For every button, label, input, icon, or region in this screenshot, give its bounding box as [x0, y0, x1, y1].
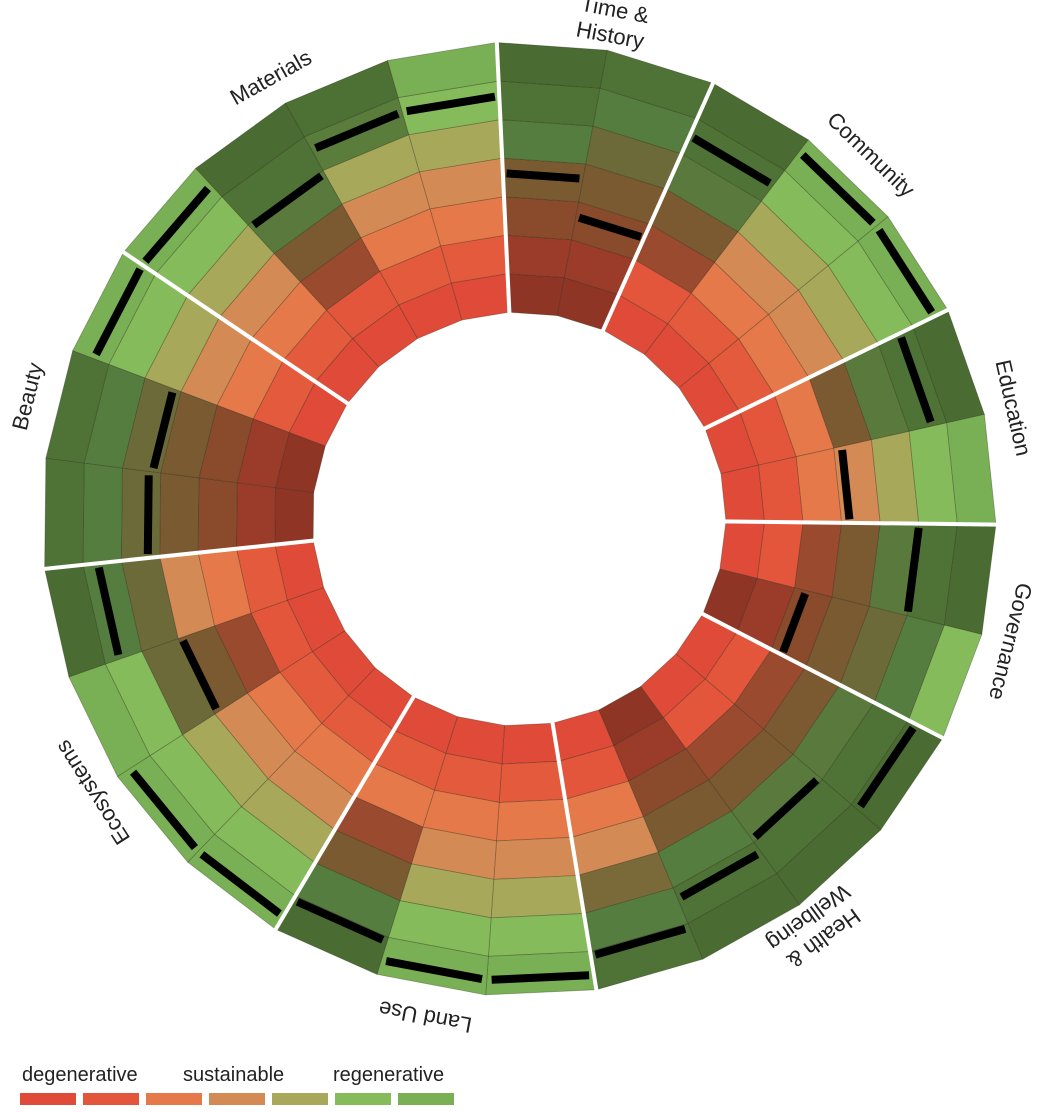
- ring-cell: [498, 760, 566, 803]
- legend-label-regenerative: regenerative: [333, 1064, 445, 1086]
- legend-swatch: [20, 1093, 76, 1105]
- ring-cell: [82, 462, 123, 566]
- level-marker: [506, 169, 580, 183]
- category-label: Education: [990, 357, 1036, 458]
- ring-cell: [505, 234, 573, 279]
- level-marker: [92, 267, 144, 357]
- ring-cell: [720, 464, 765, 523]
- level-marker: [691, 134, 772, 187]
- category-dividers: [32, 30, 1008, 1002]
- level-marker: [199, 851, 282, 917]
- legend: degenerative sustainable regenerative: [20, 1064, 460, 1106]
- ring-cell: [496, 42, 608, 89]
- category-label: Beauty: [7, 360, 48, 433]
- level-marker: [897, 336, 935, 424]
- level-marker: [779, 592, 809, 654]
- level-marker: [838, 449, 854, 520]
- legend-swatch: [335, 1093, 391, 1105]
- category-divider: [494, 30, 512, 319]
- legend-label-sustainable: sustainable: [183, 1064, 285, 1086]
- ring-cell: [499, 119, 594, 165]
- legend-swatch: [398, 1093, 454, 1105]
- legend-swatch: [146, 1093, 202, 1105]
- ring-cell: [236, 482, 276, 550]
- level-markers: [92, 92, 936, 984]
- ring-cell: [719, 521, 766, 579]
- level-marker: [594, 925, 687, 959]
- ring-cell: [493, 837, 579, 880]
- category-divider: [32, 538, 320, 573]
- category-label: Time &History: [574, 0, 651, 54]
- legend-swatch: [209, 1093, 265, 1105]
- level-marker: [385, 957, 483, 984]
- level-marker: [406, 92, 496, 116]
- level-marker: [577, 213, 643, 241]
- legend-swatch: [83, 1093, 139, 1105]
- category-divider: [719, 519, 1008, 527]
- legend-label-degenerative: degenerative: [22, 1064, 138, 1086]
- level-marker: [142, 185, 211, 264]
- category-label: Governance: [984, 580, 1037, 702]
- ring-cell: [501, 722, 560, 765]
- level-marker: [857, 725, 917, 809]
- ring-cell: [487, 913, 591, 957]
- ring-cell: [490, 875, 585, 919]
- level-marker: [491, 971, 590, 984]
- category-divider: [549, 717, 601, 1002]
- ring-cell: [507, 273, 565, 317]
- category-label: Land Use: [377, 996, 474, 1038]
- ring-cell: [503, 196, 580, 241]
- ring-cell: [758, 456, 804, 523]
- ring-cell: [197, 477, 238, 554]
- category-divider: [696, 609, 955, 746]
- level-marker: [752, 777, 820, 840]
- level-marker: [251, 172, 324, 229]
- level-marker: [314, 109, 400, 152]
- level-marker: [875, 228, 936, 315]
- ring-cell: [498, 80, 601, 127]
- ring-cell: [44, 457, 85, 570]
- ring-cell: [496, 798, 572, 842]
- ring-cell: [274, 487, 315, 546]
- level-marker: [94, 566, 123, 656]
- level-marker: [143, 475, 153, 555]
- level-marker: [149, 391, 177, 470]
- level-marker: [179, 639, 220, 711]
- category-divider: [112, 243, 354, 409]
- level-marker: [799, 152, 876, 226]
- level-marker: [295, 898, 385, 944]
- ring-cell: [159, 472, 200, 558]
- category-divider: [267, 690, 419, 941]
- ring-cell: [120, 467, 162, 562]
- level-marker: [129, 769, 199, 851]
- legend-swatch: [272, 1093, 328, 1105]
- category-divider: [598, 71, 720, 337]
- level-marker: [679, 850, 760, 901]
- level-marker: [904, 527, 923, 613]
- category-divider: [698, 302, 960, 433]
